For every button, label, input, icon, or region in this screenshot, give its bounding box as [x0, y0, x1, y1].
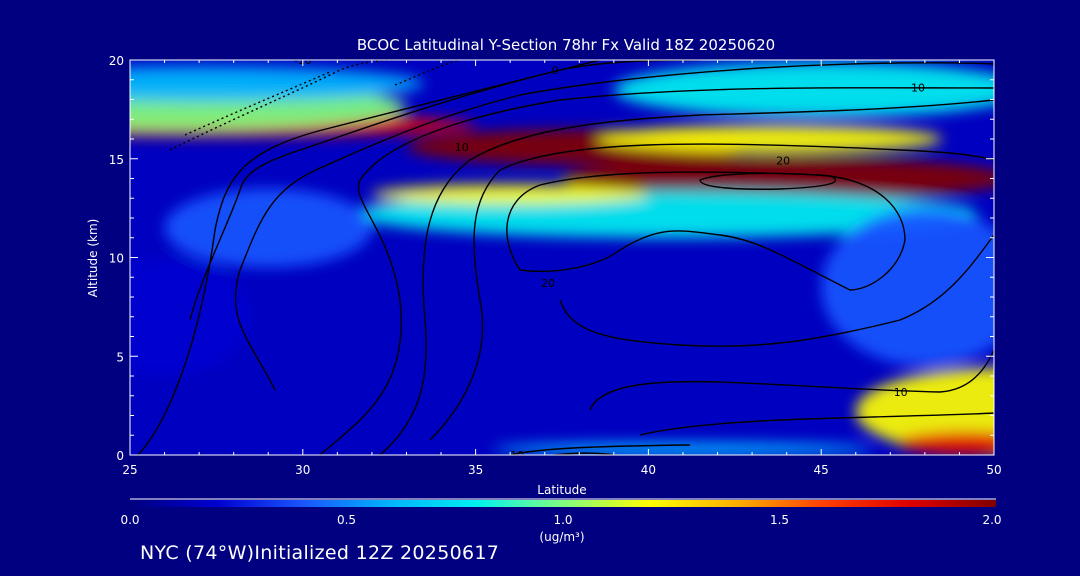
contour-line [589, 349, 994, 411]
x-tick-label: 25 [122, 463, 137, 477]
colorbar-units: (ug/m³) [539, 530, 584, 544]
contour-line [184, 71, 331, 136]
contour-line [548, 452, 619, 455]
field-blob [613, 61, 994, 118]
contour-label: 10 [455, 141, 469, 154]
x-tick-label: 50 [986, 463, 1001, 477]
contour-line [509, 444, 691, 455]
colorbar-tick-label: 0.5 [337, 513, 356, 527]
field-blob [164, 188, 372, 268]
contour-label: 20 [776, 155, 790, 168]
contour-label: 10 [894, 386, 908, 399]
colorbar-tick-label: 0.0 [120, 513, 139, 527]
contour-line [506, 171, 906, 291]
colorbar-tick-label: 2.0 [982, 513, 1001, 527]
y-axis-label: Altitude (km) [86, 219, 100, 298]
y-tick-label: 15 [109, 153, 124, 167]
colorbar-swatch [130, 500, 996, 507]
y-tick-label: 0 [116, 449, 124, 463]
field-blob [821, 208, 994, 367]
field-blob [371, 184, 649, 205]
colorbar: 0.0 0.5 1.0 1.5 2.0 (ug/m³) [120, 498, 1002, 544]
contour-line [379, 99, 994, 455]
contour-line [169, 60, 401, 151]
field-blob [130, 257, 251, 376]
axes: 25 30 35 40 45 50 0 5 10 15 20 [109, 54, 1002, 477]
contour-line [559, 234, 994, 347]
field-blob [897, 431, 994, 455]
colorbar-ticks: 0.0 0.5 1.0 1.5 2.0 [120, 513, 1001, 527]
contour-line [699, 172, 837, 190]
contour-line [429, 143, 994, 441]
colorbar-tick-label: 1.5 [770, 513, 789, 527]
contour-label: 10 [911, 82, 925, 95]
contour-line [319, 87, 994, 455]
field-blobs [130, 61, 994, 455]
contour-line [137, 60, 601, 455]
y-tick-label: 20 [109, 54, 124, 68]
x-axis-label: Latitude [537, 483, 586, 497]
y-tick-label: 10 [109, 252, 124, 266]
run-info-label: NYC (74°W)Initialized 12Z 20250617 [140, 542, 500, 564]
colorbar-tick-label: 1.0 [553, 513, 572, 527]
contour-label: 20 [541, 277, 555, 290]
field-blob [492, 442, 873, 455]
field-blob [130, 65, 424, 102]
x-tick-label: 40 [641, 463, 656, 477]
contour-line [639, 412, 994, 436]
contour-label: 0 [552, 64, 559, 77]
y-tick-label: 5 [116, 350, 124, 364]
chart-title: BCOC Latitudinal Y-Section 78hr Fx Valid… [357, 36, 775, 54]
field-blob [596, 125, 943, 153]
contour-line [189, 60, 701, 321]
x-tick-label: 35 [468, 463, 483, 477]
concentration-field [130, 60, 994, 455]
field-blob [562, 156, 994, 201]
contour-lines [137, 60, 994, 455]
x-tick-label: 30 [295, 463, 310, 477]
contour-label: 10 [510, 449, 524, 462]
contour-line [234, 62, 994, 391]
x-tick-label: 45 [814, 463, 829, 477]
